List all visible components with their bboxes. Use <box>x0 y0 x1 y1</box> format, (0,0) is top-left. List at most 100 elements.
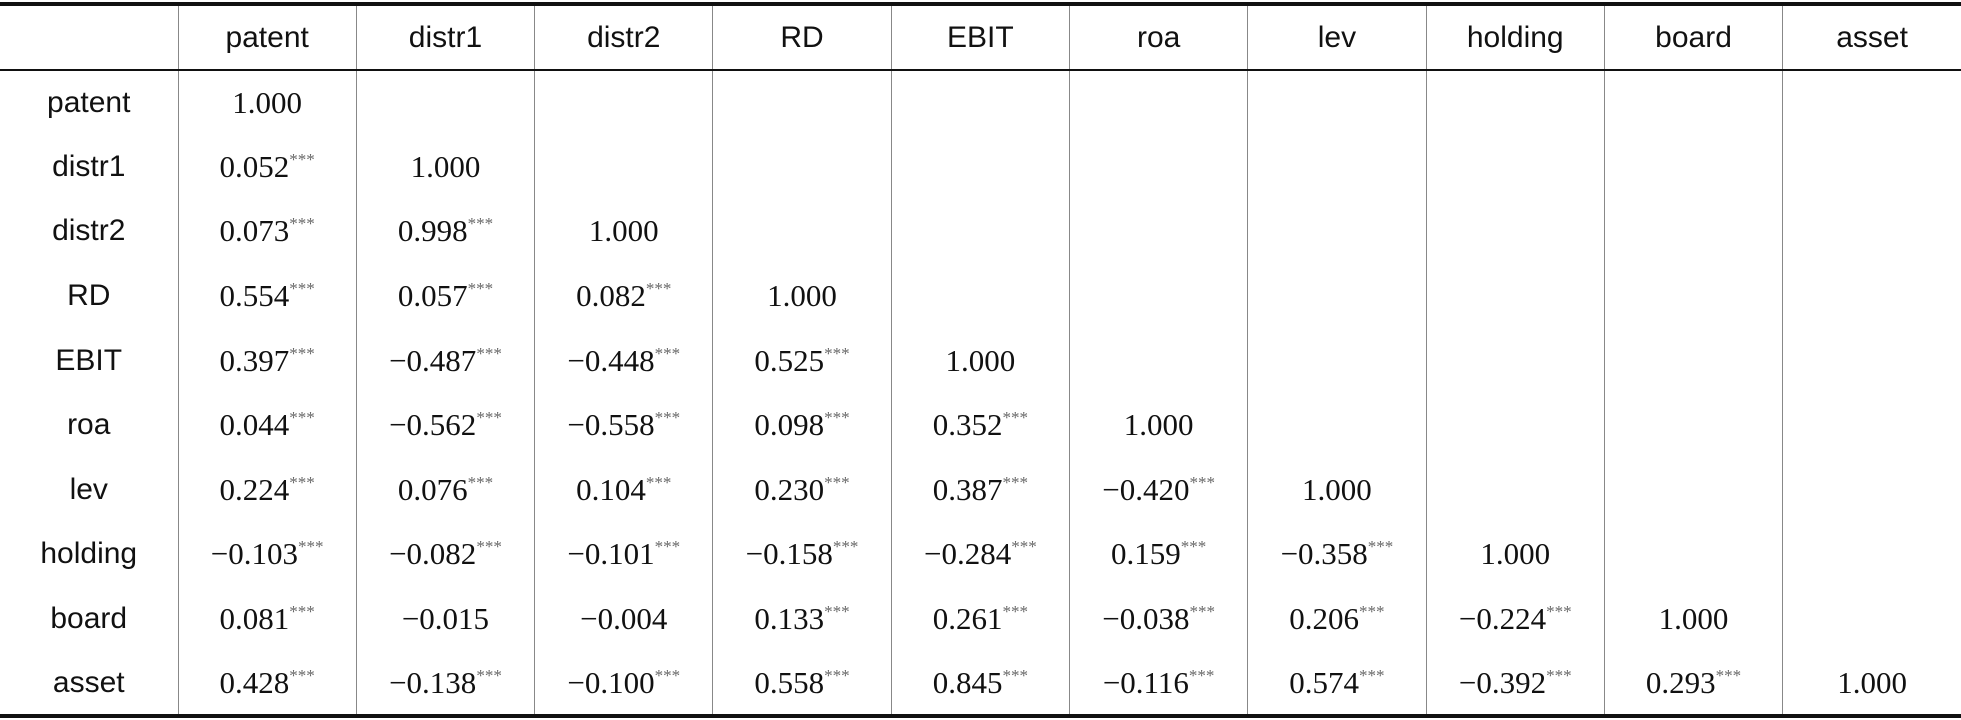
corner-cell <box>0 2 178 71</box>
header-row: patent distr1 distr2 RD EBIT roa lev holding boa… <box>0 2 1961 71</box>
cell <box>1425 263 1605 329</box>
coefficient: 0.224 <box>219 471 290 507</box>
coefficient: 0.104 <box>576 471 646 507</box>
cell <box>1425 199 1605 264</box>
coefficient: −0.138 <box>389 664 477 700</box>
coefficient: 0.845 <box>932 664 1003 700</box>
coefficient: −0.103 <box>210 536 299 572</box>
significance: *** <box>1002 408 1028 428</box>
significance: *** <box>1359 665 1385 685</box>
cell: 0.293*** <box>1603 651 1783 718</box>
coefficient: −0.038 <box>1102 601 1190 637</box>
cell <box>890 199 1070 264</box>
coefficient: 1.000 <box>1123 407 1194 443</box>
coefficient: −0.558 <box>567 407 655 443</box>
significance: *** <box>824 602 850 622</box>
row-label: asset <box>0 651 178 718</box>
cell: −0.358*** <box>1247 522 1427 587</box>
cell: −0.558*** <box>534 392 713 458</box>
column-header: distr2 <box>534 2 713 71</box>
table-row: roa 0.044*** −0.562*** −0.558*** 0.098*** 0.3… <box>0 392 1961 458</box>
table-row: patent 1.000 <box>0 70 1961 135</box>
coefficient: 1.000 <box>1658 601 1729 637</box>
significance: *** <box>289 602 315 622</box>
cell: 0.044*** <box>177 392 357 458</box>
cell: 0.845*** <box>890 651 1070 718</box>
coefficient: 0.558 <box>754 664 825 700</box>
cell <box>1782 263 1961 329</box>
cell <box>1247 134 1427 200</box>
significance: *** <box>824 408 850 428</box>
cell: −0.103*** <box>177 522 357 587</box>
coefficient: −0.448 <box>567 342 655 378</box>
cell <box>1603 134 1783 200</box>
coefficient: 1.000 <box>767 278 837 314</box>
cell: −0.116*** <box>1068 651 1248 718</box>
cell: 0.133*** <box>712 586 892 652</box>
cell: 1.000 <box>355 134 535 200</box>
cell <box>1603 522 1783 587</box>
coefficient: −0.015 <box>401 601 490 637</box>
cell: 0.554*** <box>177 263 357 329</box>
cell: −0.562*** <box>355 392 535 458</box>
row-label: RD <box>67 279 111 313</box>
cell <box>1425 328 1605 393</box>
table-row: RD 0.554*** 0.057*** 0.082*** 1.000 <box>0 263 1961 329</box>
cell <box>712 134 892 200</box>
cell: 1.000 <box>1425 522 1605 587</box>
coefficient: 0.352 <box>932 407 1003 443</box>
row-label: roa <box>67 408 111 442</box>
significance: *** <box>289 472 315 492</box>
significance: *** <box>1011 537 1037 557</box>
significance: *** <box>467 214 494 234</box>
column-header: RD <box>712 2 892 71</box>
coefficient: −0.420 <box>1102 471 1190 507</box>
cell <box>1247 392 1427 458</box>
cell: 0.397*** <box>177 328 357 393</box>
significance: *** <box>832 537 859 557</box>
cell: −0.224*** <box>1425 586 1605 652</box>
cell: 1.000 <box>1603 586 1783 652</box>
cell <box>1782 392 1961 458</box>
significance: *** <box>654 343 681 363</box>
row-label: holding <box>40 537 138 571</box>
significance: *** <box>824 665 850 685</box>
significance: *** <box>1002 665 1028 685</box>
table-row: board 0.081*** −0.015 −0.004 0.133*** 0.261**… <box>0 586 1961 652</box>
significance: *** <box>476 537 502 557</box>
row-label: EBIT <box>55 343 123 377</box>
cell: 1.000 <box>177 70 357 135</box>
cell: 0.081*** <box>177 586 357 652</box>
significance: *** <box>1359 602 1385 622</box>
significance: *** <box>1002 602 1028 622</box>
cell <box>1247 70 1427 135</box>
cell: 1.000 <box>1068 392 1248 458</box>
significance: *** <box>289 279 315 299</box>
cell: −0.100*** <box>534 651 713 718</box>
cell: 0.261*** <box>890 586 1070 652</box>
coefficient: 1.000 <box>410 148 481 184</box>
cell <box>890 70 1070 135</box>
coefficient: 0.387 <box>932 471 1003 507</box>
coefficient: 0.230 <box>754 471 825 507</box>
coefficient: 0.397 <box>219 342 290 378</box>
coefficient: −0.284 <box>923 536 1012 572</box>
table-row: lev 0.224*** 0.076*** 0.104*** 0.230*** 0.387… <box>0 457 1961 523</box>
cell <box>1782 586 1961 652</box>
coefficient: 1.000 <box>945 342 1016 378</box>
significance: *** <box>824 343 850 363</box>
cell <box>1603 392 1783 458</box>
column-header: EBIT <box>890 2 1070 71</box>
coefficient: −0.562 <box>389 407 477 443</box>
coefficient: 0.554 <box>219 278 290 314</box>
cell: 0.098*** <box>712 392 892 458</box>
row-label: lev <box>69 472 108 506</box>
coefficient: 0.574 <box>1289 664 1360 700</box>
cell <box>712 199 892 264</box>
cell <box>1782 328 1961 393</box>
table-row: holding −0.103*** −0.082*** −0.101*** −0.158… <box>0 522 1961 587</box>
significance: *** <box>289 149 315 169</box>
cell: 0.998*** <box>355 199 535 264</box>
coefficient: 0.044 <box>219 407 290 443</box>
